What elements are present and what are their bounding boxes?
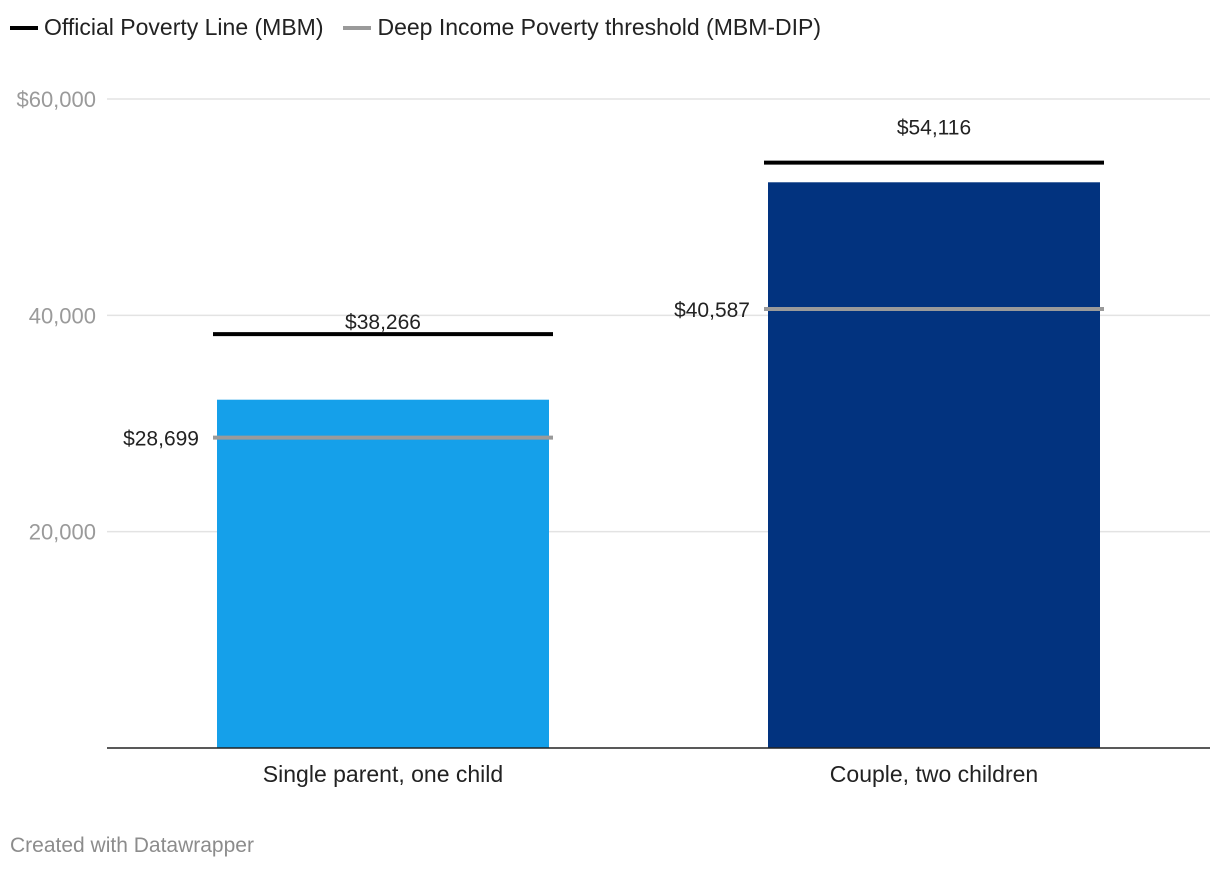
legend-swatch-dip [343, 25, 372, 30]
legend-label-dip: Deep Income Poverty threshold (MBM-DIP) [377, 14, 822, 40]
y-tick-label-0: 20,000 [29, 520, 96, 545]
legend-item-mbm: Official Poverty Line (MBM) [10, 14, 323, 41]
mbm-value-label-1: $54,116 [897, 117, 971, 140]
x-tick-label-1: Couple, two children [830, 761, 1038, 787]
legend-item-dip: Deep Income Poverty threshold (MBM-DIP) [343, 14, 821, 41]
mbm-value-label-0: $38,266 [345, 311, 421, 334]
legend: Official Poverty Line (MBM) Deep Income … [10, 14, 841, 41]
y-tick-label-2: $60,000 [16, 87, 96, 112]
dip-value-label-0: $28,699 [123, 428, 199, 451]
legend-swatch-mbm [10, 25, 38, 30]
dip-value-label-1: $40,587 [674, 299, 750, 322]
bar-1 [768, 182, 1100, 748]
x-tick-label-0: Single parent, one child [263, 761, 503, 787]
legend-label-mbm: Official Poverty Line (MBM) [44, 14, 324, 40]
bar-chart: 20,000 40,000 $60,000 Single parent, one ch… [16, 87, 1210, 787]
y-tick-label-1: 40,000 [29, 303, 96, 328]
footer-credit: Created with Datawrapper [10, 834, 254, 857]
bar-0 [217, 399, 549, 748]
